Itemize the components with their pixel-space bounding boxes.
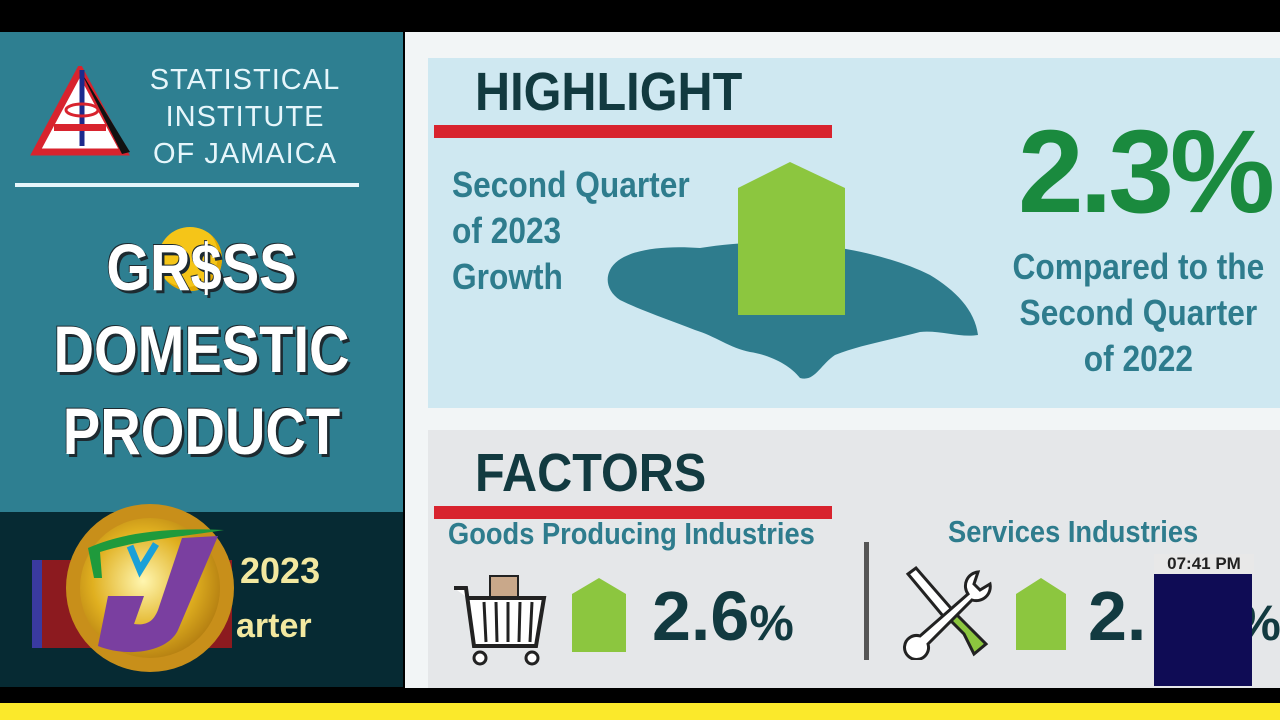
compare-line: of 2022 [1083, 338, 1193, 379]
highlight-label: of 2023 [452, 210, 562, 251]
factors-divider [864, 542, 869, 660]
org-name: STATISTICAL INSTITUTE OF JAMAICA [140, 62, 350, 173]
gdp-title-line: GR$SS [106, 230, 297, 304]
highlight-label: Second Quarter [452, 164, 690, 205]
highlight-label: Growth [452, 256, 563, 297]
statin-logo-icon [30, 66, 130, 156]
period-quarter: arter [236, 607, 312, 645]
growth-value: 2.3% [1018, 106, 1275, 238]
coin-icon [158, 227, 222, 291]
org-line: STATISTICAL [149, 64, 341, 96]
gdp-title-line: PRODUCT [62, 394, 341, 468]
tools-icon [903, 565, 992, 660]
divider [15, 183, 359, 187]
factors-box [428, 430, 1280, 688]
gdp-title-line: DOMESTIC [53, 312, 350, 386]
growth-arrow-icon [738, 162, 845, 315]
highlight-box [428, 58, 1280, 408]
goods-up-arrow-icon [572, 578, 626, 652]
highlight-heading: HIGHLIGHT [475, 62, 743, 122]
services-up-arrow-icon [1016, 578, 1066, 650]
compare-line: Compared to the [1012, 246, 1265, 287]
broadcast-clock: 07:41 PM [1154, 554, 1254, 574]
highlight-underline [434, 125, 832, 138]
jamaica-map-icon [607, 162, 978, 379]
period-year: 2023 [240, 550, 321, 591]
factors-heading: FACTORS [475, 443, 707, 503]
factors-underline [434, 506, 832, 519]
overlay-box [1154, 574, 1252, 686]
tvj-logo-icon [66, 504, 234, 672]
ticker-gap [0, 688, 1280, 703]
org-line: OF JAMAICA [152, 138, 337, 170]
goods-label: Goods Producing Industries [448, 516, 815, 551]
goods-value: 2.6% [652, 577, 794, 655]
shopping-cart-icon [454, 575, 547, 666]
org-line: INSTITUTE [165, 101, 325, 133]
services-label: Services Industries [948, 514, 1199, 549]
news-ticker-bar [0, 703, 1280, 720]
compare-line: Second Quarter [1019, 292, 1258, 333]
